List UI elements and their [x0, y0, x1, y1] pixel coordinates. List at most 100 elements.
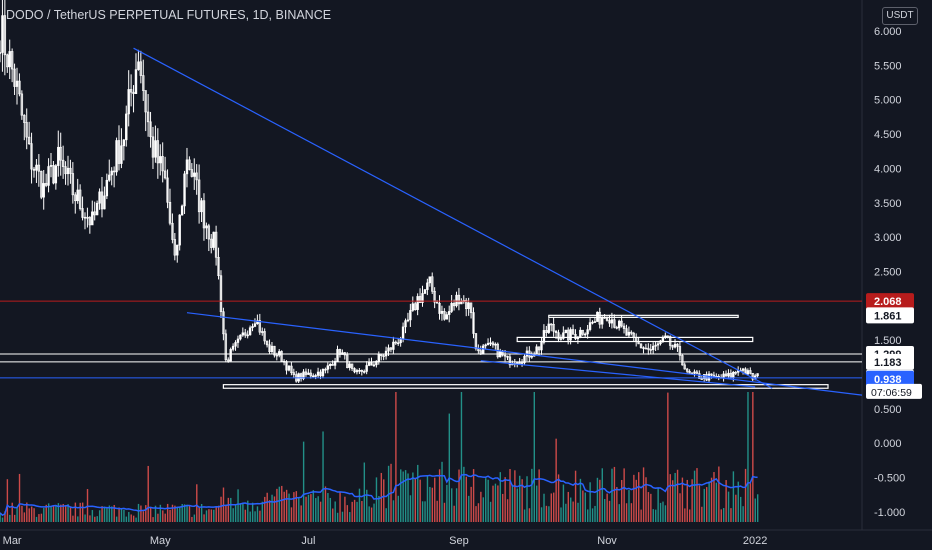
candle-body: [224, 333, 228, 361]
candle-body: [93, 211, 96, 216]
volume-ma-line: [0, 473, 758, 517]
candle-body: [202, 200, 206, 229]
volume-bar: [621, 479, 623, 522]
volume-bar: [38, 514, 40, 522]
volume-bar: [545, 505, 548, 522]
candle-body: [256, 320, 259, 325]
volume-bar: [477, 503, 480, 522]
volume-bar: [135, 517, 137, 522]
y-tick-label: -0.500: [874, 473, 905, 485]
volume-bar: [404, 470, 407, 522]
candle-body: [506, 355, 509, 358]
volume-bar: [346, 505, 349, 522]
volume-bar: [317, 496, 319, 522]
candle-body: [336, 349, 339, 362]
volume-bar: [557, 474, 560, 522]
candle-body: [47, 166, 50, 186]
candle-body: [214, 231, 218, 258]
volume-bar: [79, 502, 81, 522]
volume-bar: [125, 516, 128, 522]
volume-bar: [169, 509, 171, 522]
candle-body: [574, 334, 577, 340]
volume-bar: [227, 497, 230, 522]
volume-bar: [64, 506, 67, 522]
volume-bar: [264, 496, 266, 522]
volume-bar: [691, 479, 693, 522]
volume-bar: [657, 488, 659, 522]
volume-bar: [208, 509, 210, 522]
candle-body: [615, 326, 618, 329]
volume-bar: [647, 492, 650, 522]
candle-body: [654, 344, 657, 347]
volume-bar: [232, 508, 234, 522]
candle-body: [44, 183, 48, 186]
volume-bar: [696, 468, 698, 522]
candle-body: [491, 342, 495, 346]
volume-bar: [315, 498, 317, 522]
candle-body: [647, 347, 650, 350]
volume-bar: [230, 497, 232, 522]
volume-bar: [324, 486, 327, 522]
volume-bar: [482, 497, 485, 522]
volume-bar: [60, 504, 62, 522]
candle-body: [329, 363, 332, 366]
volume-bar: [225, 505, 227, 522]
volume-bar: [363, 462, 366, 522]
candle-body: [265, 340, 269, 346]
candle-body: [307, 372, 310, 375]
candle-body: [222, 311, 225, 335]
candle-body: [443, 310, 446, 320]
volume-bar: [256, 506, 259, 522]
candle-body: [309, 372, 313, 377]
candle-body: [467, 302, 470, 310]
volume-bar: [101, 506, 103, 522]
volume-bar: [516, 488, 518, 522]
candle-body: [32, 168, 36, 171]
candle-body: [98, 191, 101, 204]
currency-button[interactable]: USDT: [882, 7, 918, 25]
x-tick-label: Mar: [3, 535, 22, 547]
volume-bar: [465, 476, 468, 522]
volume-bar: [86, 489, 89, 522]
candle-body: [173, 239, 177, 256]
candle-body: [159, 156, 162, 164]
candle-body: [465, 299, 468, 310]
candle-body: [49, 165, 53, 167]
candle-body: [261, 331, 264, 333]
volume-bar: [402, 471, 404, 522]
volume-bar: [283, 491, 285, 522]
candle-body: [168, 201, 172, 224]
candle-body: [163, 170, 167, 179]
candle-body: [554, 330, 558, 333]
candle-body: [346, 354, 349, 368]
price-label: 2.068: [874, 296, 902, 308]
candle-body: [693, 371, 696, 374]
candle-body: [314, 375, 317, 377]
candle-body: [231, 345, 235, 350]
volume-bar: [672, 480, 674, 522]
volume-bar: [674, 472, 676, 522]
candle-body: [144, 90, 147, 113]
candle-body: [552, 324, 555, 332]
volume-bar: [193, 514, 196, 522]
volume-bar: [601, 468, 603, 522]
volume-bar: [560, 507, 562, 522]
volume-bar: [205, 510, 208, 522]
candle-body: [52, 165, 55, 184]
volume-bar: [489, 501, 492, 522]
volume-bar: [276, 488, 278, 522]
candle-body: [57, 146, 60, 166]
price-label: 0.938: [874, 374, 902, 386]
candle-body: [627, 331, 631, 336]
candle-body: [331, 363, 334, 366]
volume-bar: [584, 492, 586, 522]
volume-bar: [638, 472, 640, 522]
volume-bar: [470, 486, 472, 522]
volume-bar: [198, 507, 200, 522]
candle-body: [435, 301, 439, 304]
candle-body: [78, 189, 82, 209]
candle-body: [545, 330, 548, 333]
candle-body: [200, 200, 203, 213]
candle-body: [66, 167, 70, 175]
